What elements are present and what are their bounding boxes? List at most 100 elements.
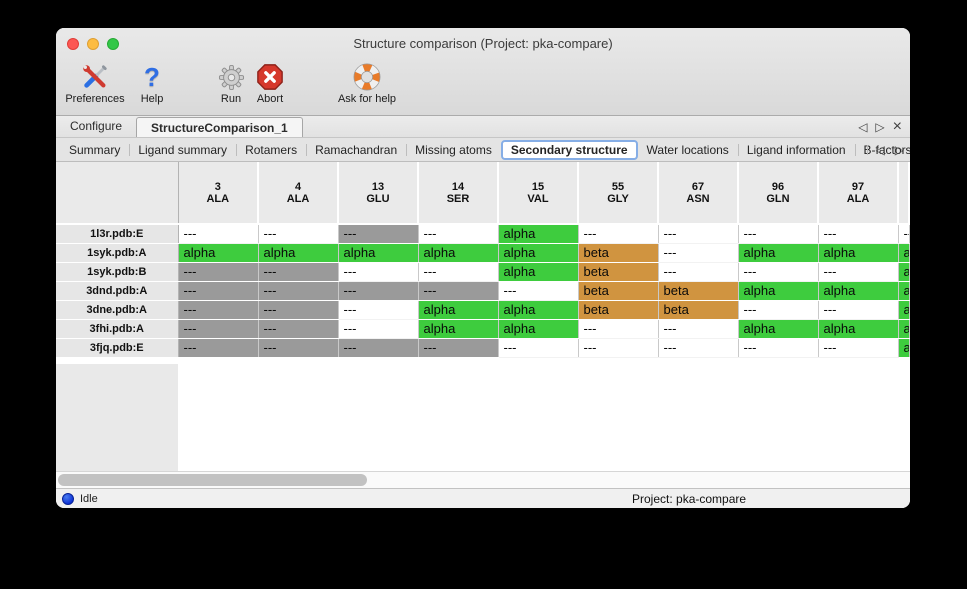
horizontal-scrollbar[interactable]	[56, 471, 910, 488]
table-cell[interactable]: alpha	[498, 262, 579, 282]
table-cell[interactable]: ---	[418, 224, 499, 244]
table-cell[interactable]: ---	[818, 262, 899, 282]
table-cell[interactable]: alpha	[898, 262, 910, 282]
table-cell[interactable]: ---	[498, 338, 579, 358]
ask-for-help-button[interactable]: Ask for help	[327, 62, 407, 105]
table-cell[interactable]: alpha	[498, 319, 579, 339]
table-cell[interactable]: ---	[658, 338, 739, 358]
table-cell[interactable]: ---	[258, 300, 339, 320]
minimize-window-button[interactable]	[87, 38, 99, 50]
tab-scroll-right-icon[interactable]: ▷	[875, 120, 885, 134]
table-cell[interactable]: alpha	[418, 243, 499, 263]
table-cell[interactable]: ---	[178, 319, 259, 339]
table-cell[interactable]: alpha	[898, 281, 910, 301]
table-cell[interactable]: ---	[658, 262, 739, 282]
table-cell[interactable]: ---	[338, 319, 419, 339]
table-cell[interactable]: ---	[498, 281, 579, 301]
subtab-ligand-information[interactable]: Ligand information	[737, 141, 855, 159]
subtab-secondary-structure[interactable]: Secondary structure	[500, 139, 638, 160]
table-cell[interactable]: ---	[738, 300, 819, 320]
table-cell[interactable]: beta	[658, 281, 739, 301]
table-cell[interactable]: ---	[818, 224, 899, 244]
table-cell[interactable]: ---	[258, 281, 339, 301]
subtab-summary[interactable]: Summary	[69, 142, 121, 157]
subtab-rotamers[interactable]: Rotamers	[236, 141, 306, 159]
abort-button[interactable]: Abort	[230, 62, 310, 105]
table-cell[interactable]: ---	[738, 224, 819, 244]
table-cell[interactable]: ---	[338, 300, 419, 320]
table-cell[interactable]: ---	[338, 262, 419, 282]
table-cell[interactable]: ---	[578, 224, 659, 244]
row-header[interactable]: 1l3r.pdb:E	[56, 224, 179, 244]
table-cell[interactable]: beta	[578, 262, 659, 282]
table-cell[interactable]: alpha	[498, 300, 579, 320]
tab-close-icon[interactable]: ×	[892, 118, 902, 135]
table-cell[interactable]: ---	[178, 281, 259, 301]
table-cell[interactable]: ---	[258, 319, 339, 339]
subtab-water-locations[interactable]: Water locations	[646, 142, 729, 157]
subtab-ramachandran[interactable]: Ramachandran	[306, 141, 406, 159]
table-cell[interactable]: ---	[178, 338, 259, 358]
table-cell[interactable]: ---	[418, 281, 499, 301]
table-cell[interactable]: alpha	[898, 300, 910, 320]
table-cell[interactable]: alpha	[258, 243, 339, 263]
table-cell[interactable]: ---	[418, 262, 499, 282]
table-cell[interactable]: alpha	[418, 319, 499, 339]
table-cell[interactable]: ---	[258, 224, 339, 244]
row-header[interactable]: 3fjq.pdb:E	[56, 338, 179, 358]
table-cell[interactable]: ---	[818, 300, 899, 320]
table-cell[interactable]: ---	[418, 338, 499, 358]
table-cell[interactable]: alpha	[818, 243, 899, 263]
table-cell[interactable]: ---	[898, 224, 910, 244]
table-cell[interactable]: alpha	[818, 319, 899, 339]
table-cell[interactable]: alpha	[818, 281, 899, 301]
table-cell[interactable]: ---	[738, 338, 819, 358]
table-cell[interactable]: alpha	[178, 243, 259, 263]
table-cell[interactable]: beta	[578, 300, 659, 320]
table-cell[interactable]: ---	[338, 338, 419, 358]
table-cell[interactable]: ---	[818, 338, 899, 358]
table-cell[interactable]: alpha	[338, 243, 419, 263]
subtab-ligand-summary[interactable]: Ligand summary	[129, 141, 236, 159]
horizontal-scrollbar-thumb[interactable]	[58, 474, 367, 486]
zoom-window-button[interactable]	[107, 38, 119, 50]
table-cell[interactable]: ---	[338, 224, 419, 244]
table-cell[interactable]: ---	[338, 281, 419, 301]
table-cell[interactable]: ---	[258, 338, 339, 358]
table-cell[interactable]: ---	[738, 262, 819, 282]
table-cell[interactable]: ---	[178, 262, 259, 282]
subtab-missing-atoms[interactable]: Missing atoms	[406, 141, 501, 159]
table-cell[interactable]: ---	[178, 224, 259, 244]
table-cell[interactable]: beta	[578, 281, 659, 301]
table-cell[interactable]: ---	[578, 319, 659, 339]
table-cell[interactable]: alpha	[738, 319, 819, 339]
table-cell[interactable]: ---	[658, 224, 739, 244]
table-cell[interactable]: alpha	[898, 319, 910, 339]
tab-scroll-left-icon[interactable]: ◁	[858, 120, 868, 134]
table-cell[interactable]: ---	[658, 319, 739, 339]
tab-configure[interactable]: Configure	[70, 119, 123, 133]
table-cell[interactable]: ---	[178, 300, 259, 320]
table-cell[interactable]: alpha	[898, 338, 910, 358]
table-cell[interactable]: ---	[258, 262, 339, 282]
table-cell[interactable]: ---	[658, 243, 739, 263]
run-button[interactable]: Run	[191, 62, 271, 105]
subtab-scroll-left-icon[interactable]: ◁	[875, 142, 885, 157]
subtab-scroll-right-icon[interactable]: ▷	[894, 142, 904, 157]
row-header[interactable]: 3dne.pdb:A	[56, 300, 179, 320]
table-cell[interactable]: beta	[578, 243, 659, 263]
help-button[interactable]: ? Help	[112, 62, 192, 105]
table-cell[interactable]: alpha	[898, 243, 910, 263]
row-header[interactable]: 1syk.pdb:A	[56, 243, 179, 263]
table-cell[interactable]: ---	[578, 338, 659, 358]
close-window-button[interactable]	[67, 38, 79, 50]
preferences-button[interactable]: Preferences	[56, 62, 135, 105]
row-header[interactable]: 3fhi.pdb:A	[56, 319, 179, 339]
table-cell[interactable]: alpha	[498, 224, 579, 244]
subtab-b-factors[interactable]: B-factors	[854, 141, 910, 159]
table-cell[interactable]: alpha	[738, 281, 819, 301]
table-cell[interactable]: beta	[658, 300, 739, 320]
table-cell[interactable]: alpha	[738, 243, 819, 263]
row-header[interactable]: 3dnd.pdb:A	[56, 281, 179, 301]
table-cell[interactable]: alpha	[498, 243, 579, 263]
